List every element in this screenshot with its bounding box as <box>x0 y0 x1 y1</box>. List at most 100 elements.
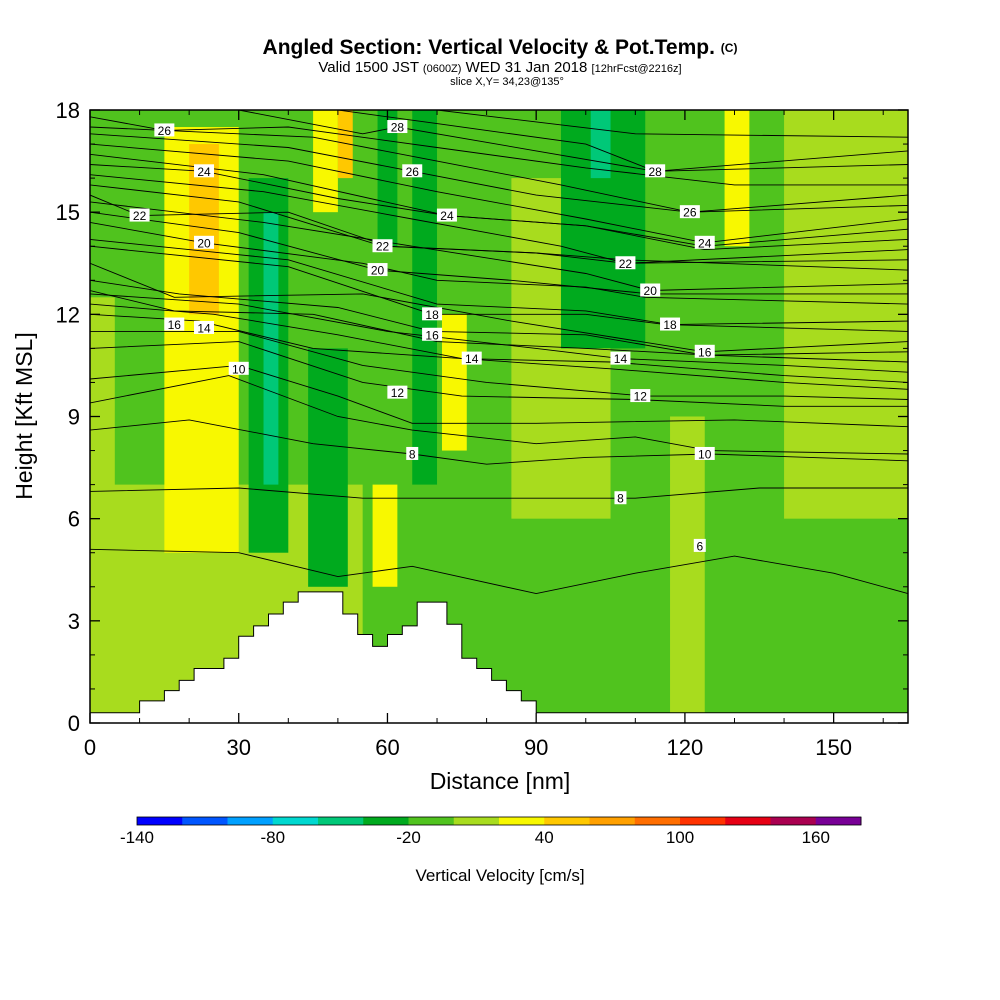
colorbar-label: Vertical Velocity [cm/s] <box>415 866 584 885</box>
theta-label-0: 6 <box>696 539 703 553</box>
theta-label-25: 26 <box>683 206 697 220</box>
theta-label-bg-5 <box>387 385 408 399</box>
valid-prefix: Valid 1500 JST <box>318 59 419 76</box>
y-tick-label-6: 18 <box>56 98 80 123</box>
colorbar-frame <box>136 816 862 826</box>
theta-contour-13 <box>90 245 908 332</box>
theta-label-27: 28 <box>391 121 405 135</box>
theta-label-bg-25 <box>679 205 700 219</box>
y-tick-label-2: 6 <box>68 507 80 532</box>
theta-label-23: 24 <box>698 236 712 250</box>
theta-contour-19 <box>90 184 908 264</box>
theta-label-bg-8 <box>461 351 482 365</box>
theta-label-bg-11 <box>422 327 443 341</box>
theta-label-18: 22 <box>133 209 147 223</box>
theta-label-bg-1 <box>614 491 627 505</box>
theta-label-17: 20 <box>644 284 658 298</box>
theta-contour-6 <box>90 330 908 400</box>
colorbar-swatch-5 <box>363 817 409 825</box>
theta-contour-2 <box>90 419 908 465</box>
chart-title: Angled Section: Vertical Velocity & Pot.… <box>262 36 715 59</box>
theta-label-28: 28 <box>648 165 662 179</box>
terrain-profile <box>90 591 908 723</box>
theta-contour-1 <box>90 487 908 499</box>
colorbar-tick-label-2: -20 <box>396 828 421 847</box>
theta-label-19: 22 <box>376 240 390 254</box>
chart-title-line: Angled Section: Vertical Velocity & Pot.… <box>0 36 1000 60</box>
theta-label-bg-19 <box>372 239 393 253</box>
theta-label-1: 8 <box>617 492 624 506</box>
theta-label-bg-13 <box>422 307 443 321</box>
theta-contour-23 <box>90 143 908 244</box>
colorbar-tick-label-5: 160 <box>802 828 830 847</box>
theta-label-bg-18 <box>129 208 150 222</box>
y-tick-label-5: 15 <box>56 200 80 225</box>
velocity-cell-17 <box>670 416 705 723</box>
theta-label-bg-20 <box>615 256 636 270</box>
velocity-cell-19 <box>724 110 750 247</box>
theta-label-bg-2 <box>406 446 419 460</box>
colorbar-swatch-14 <box>770 817 817 825</box>
y-tick-label-4: 12 <box>56 302 80 327</box>
theta-label-bg-21 <box>194 164 215 178</box>
theta-label-14: 18 <box>663 318 677 332</box>
colorbar-swatch-15 <box>815 817 862 825</box>
velocity-cell-2 <box>90 297 115 723</box>
velocity-cell-16 <box>590 110 611 179</box>
theta-label-bg-28 <box>645 164 666 178</box>
theta-contour-22 <box>90 153 908 247</box>
colorbar-swatch-13 <box>725 817 771 825</box>
theta-label-bg-7 <box>194 320 215 334</box>
theta-contour-17 <box>90 201 908 291</box>
theta-contour-29 <box>431 110 908 138</box>
colorbar-tick-label-1: -80 <box>260 828 285 847</box>
theta-contour-16 <box>90 211 908 295</box>
colorbar-swatch-10 <box>589 817 636 825</box>
theta-label-bg-14 <box>660 317 681 331</box>
x-tick-label-3: 90 <box>524 735 548 760</box>
y-tick-label-3: 9 <box>68 405 80 430</box>
velocity-cell-7 <box>308 348 348 587</box>
x-tick-label-0: 0 <box>84 735 96 760</box>
theta-label-8: 14 <box>465 352 479 366</box>
theta-label-2: 8 <box>409 447 416 461</box>
theta-label-bg-10 <box>164 317 185 331</box>
theta-label-4: 10 <box>232 362 246 376</box>
theta-label-bg-23 <box>694 235 715 249</box>
theta-label-20: 22 <box>619 257 633 271</box>
theta-label-bg-9 <box>610 351 631 365</box>
x-tick-label-2: 60 <box>375 735 399 760</box>
velocity-cell-11 <box>377 110 398 247</box>
theta-label-bg-17 <box>640 283 661 297</box>
theta-contour-0 <box>90 548 908 595</box>
theta-label-26: 26 <box>158 124 172 138</box>
colorbar-swatch-7 <box>453 817 500 825</box>
velocity-cell-18 <box>784 110 908 519</box>
theta-label-bg-24 <box>402 164 423 178</box>
colorbar-swatch-0 <box>137 817 183 825</box>
y-axis-label: Height [Kft MSL] <box>11 332 37 499</box>
theta-contour-28 <box>334 110 908 172</box>
theta-label-bg-4 <box>228 361 249 375</box>
colorbar-swatch-11 <box>634 817 681 825</box>
theta-label-6: 12 <box>634 390 648 404</box>
colorbar-swatch-4 <box>318 817 364 825</box>
colorbar-tick-label-0: -140 <box>120 828 154 847</box>
theta-label-10: 16 <box>168 318 182 332</box>
theta-label-bg-16 <box>367 263 388 277</box>
contour-label-layer: 6 8 8 10 10 12 12 14 14 14 16 16 16 18 18 20 20 20 22 22 22 2… <box>129 120 715 553</box>
title-unit: (C) <box>720 41 738 55</box>
theta-label-7: 14 <box>197 321 211 335</box>
x-axis-label: Distance [nm] <box>430 768 571 794</box>
theta-label-bg-0 <box>693 538 706 552</box>
theta-contour-25 <box>90 126 908 213</box>
theta-label-24: 26 <box>406 165 420 179</box>
theta-label-5: 12 <box>391 386 405 400</box>
colorbar-swatch-3 <box>272 817 319 825</box>
terrain-layer <box>90 591 908 723</box>
valid-date: WED 31 Jan 2018 <box>465 59 588 76</box>
colorbar-swatch-9 <box>544 817 590 825</box>
theta-label-11: 16 <box>425 328 439 342</box>
slice-info: slice X,Y= 34,23@135° <box>450 76 564 88</box>
